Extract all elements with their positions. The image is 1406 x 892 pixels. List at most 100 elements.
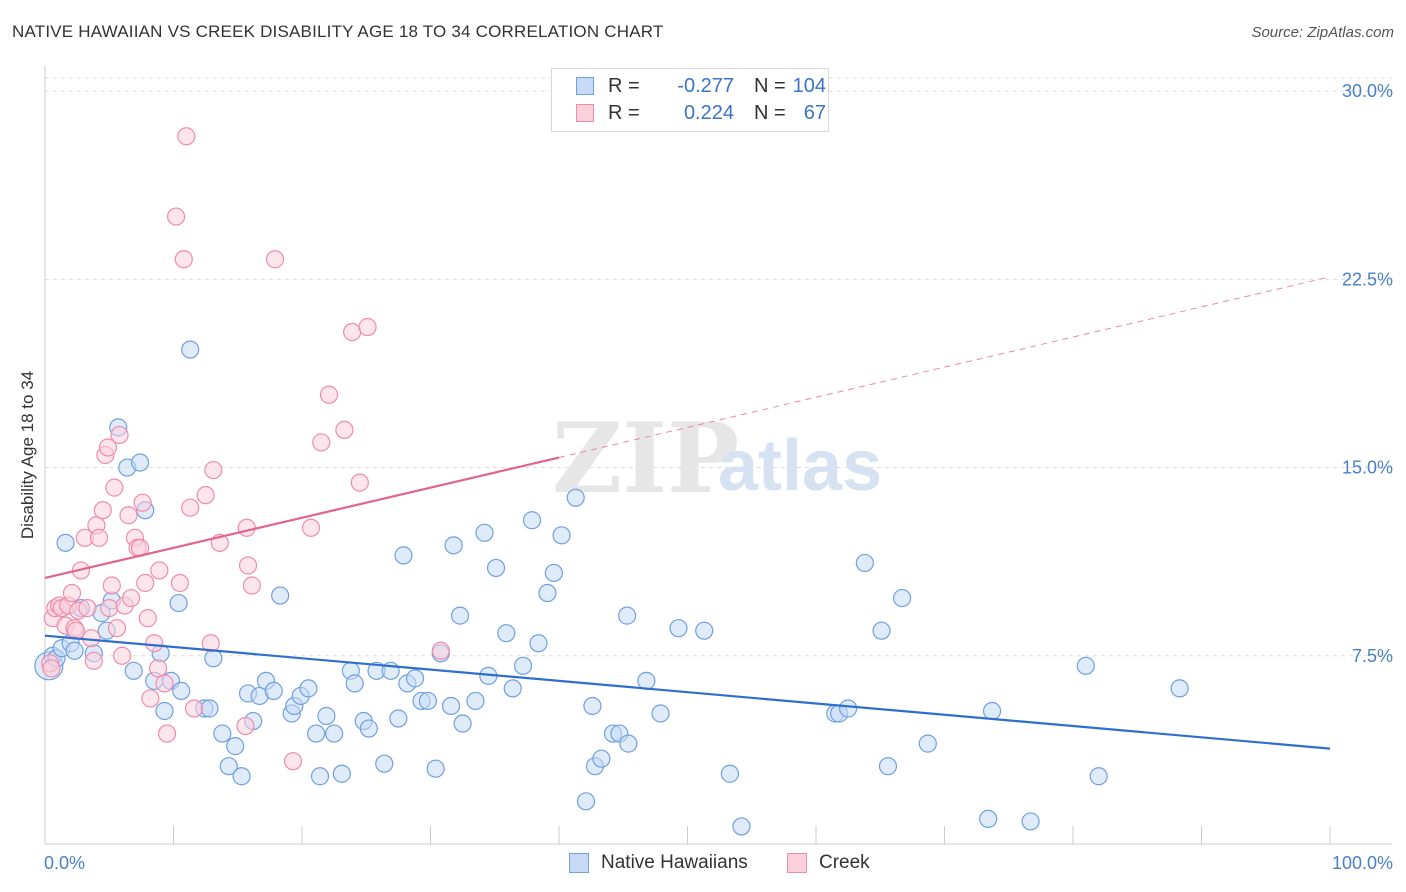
point-native-hawaiians [695,621,714,640]
point-creek [136,573,155,593]
legend-r-value: 0.224 [683,102,734,124]
point-native-hawaiians [583,696,602,716]
legend-label: Creek [819,852,870,873]
point-native-hawaiians [513,656,533,675]
point-native-hawaiians [497,624,516,643]
point-native-hawaiians [1021,812,1040,831]
point-native-hawaiians [426,759,445,778]
point-native-hawaiians [264,681,283,701]
point-native-hawaiians [982,701,1002,721]
point-creek [170,573,190,593]
point-creek [350,473,369,492]
point-native-hawaiians [878,757,898,776]
point-native-hawaiians [155,701,174,721]
y-tick-label: 15.0% [1342,458,1393,478]
point-native-hawaiians [979,809,998,829]
point-native-hawaiians [405,669,425,688]
point-native-hawaiians [389,709,408,728]
point-native-hawaiians [839,699,858,718]
chart-title: NATIVE HAWAIIAN VS CREEK DISABILITY AGE … [12,22,664,41]
point-creek [196,486,215,505]
point-creek [89,528,109,547]
point-creek [150,561,169,580]
point-creek [62,583,82,603]
y-axis-label: Disability Age 18 to 34 [18,371,37,539]
point-creek [283,752,303,771]
point-native-hawaiians [522,511,542,530]
point-native-hawaiians [529,634,548,653]
tick-labels: 7.5% 15.0% 22.5% 30.0% 0.0% 100.0% [44,81,1393,873]
point-native-hawaiians [872,621,891,640]
trend-line-creek-extension [558,276,1331,458]
point-native-hawaiians [576,792,596,811]
x-tick-label-max: 100.0% [1332,853,1393,873]
point-native-hawaiians [1076,656,1095,675]
trend-lines [44,276,1331,750]
point-creek [102,576,121,595]
legend-swatch-creek [787,853,807,873]
point-creek [98,438,118,457]
point-native-hawaiians [475,523,494,542]
trend-line-native-hawaiians [44,634,1331,750]
point-native-hawaiians [453,714,472,733]
point-native-hawaiians [732,817,751,836]
point-native-hawaiians [325,724,344,743]
point-native-hawaiians [918,734,937,753]
data-points [34,127,1189,836]
point-native-hawaiians [169,593,188,613]
legend-r-label: R = [608,102,640,124]
point-creek [265,250,285,269]
point-native-hawaiians [332,764,351,783]
point-creek [78,598,97,618]
point-creek [138,609,157,628]
point-native-hawaiians [130,453,150,472]
point-creek [177,127,196,146]
point-native-hawaiians [359,719,378,738]
point-creek [174,250,193,269]
point-creek [238,556,258,575]
point-native-hawaiians [345,674,364,693]
point-native-hawaiians [720,764,740,783]
point-native-hawaiians [450,606,470,625]
point-creek [133,493,152,512]
legend-n-label: N = [754,102,786,124]
point-native-hawaiians [486,558,506,578]
point-native-hawaiians [503,679,522,698]
point-native-hawaiians [441,696,461,716]
point-creek [107,619,127,638]
point-native-hawaiians [855,553,874,573]
watermark-atlas: atlas [718,426,882,506]
point-native-hawaiians [637,671,656,690]
legend-n-value: 67 [803,102,826,124]
point-native-hawaiians [317,706,336,726]
point-creek [301,518,321,537]
point-native-hawaiians [56,533,75,552]
point-creek [201,634,220,653]
point-native-hawaiians [299,679,318,698]
trend-line-creek [44,456,560,580]
point-creek [237,518,256,537]
legend-label: Native Hawaiians [601,852,748,873]
point-creek [100,598,119,618]
point-creek [42,659,61,678]
point-native-hawaiians [124,661,143,680]
point-creek [110,425,129,445]
point-creek [184,699,204,718]
legend-swatch-native-hawaiians [569,853,589,873]
point-creek [236,716,255,736]
point-native-hawaiians [181,340,200,359]
point-creek [431,641,450,660]
point-creek [66,621,85,640]
point-creek [121,588,141,608]
source-label: Source: ZipAtlas.com [1251,24,1394,41]
legend-swatch-native-hawaiians [576,77,594,95]
point-native-hawaiians [566,488,585,507]
point-native-hawaiians [200,699,219,718]
point-native-hawaiians [65,641,84,660]
point-native-hawaiians [444,536,463,555]
point-native-hawaiians [1089,767,1108,786]
legend-n-value: 104 [792,75,826,97]
y-tick-label: 7.5% [1352,646,1393,666]
point-creek [112,646,132,665]
